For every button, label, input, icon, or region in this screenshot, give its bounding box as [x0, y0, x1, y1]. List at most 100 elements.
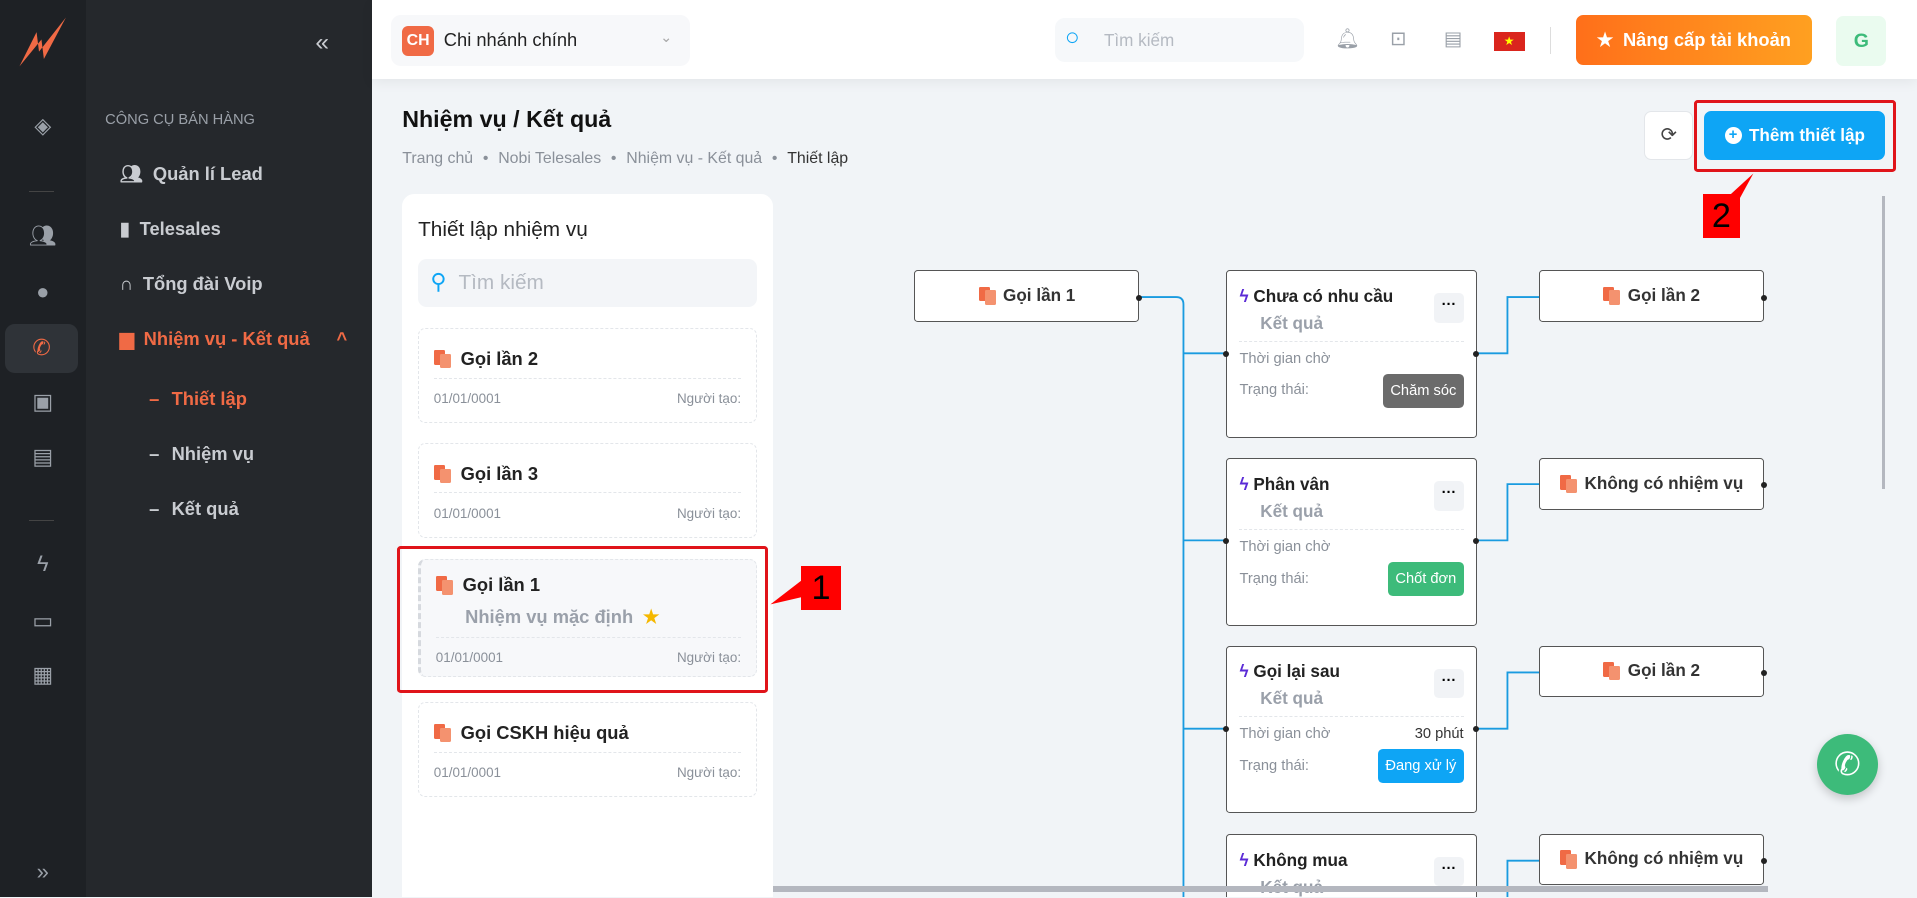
- card-subtitle: Nhiệm vụ mặc định: [465, 606, 634, 628]
- card-creator: Người tạo:: [676, 505, 742, 521]
- bolt-icon: ϟ: [1239, 850, 1249, 870]
- status-label: Trạng thái:: [1239, 570, 1309, 587]
- chat-icon[interactable]: ●: [36, 279, 50, 305]
- breadcrumb: Trang chủ • Nobi Telesales • Nhiệm vụ - Kế…: [402, 150, 849, 168]
- document-icon: [433, 464, 451, 484]
- phone-icon: ✆: [1834, 745, 1861, 782]
- divider: [29, 519, 54, 521]
- vietnam-flag-icon[interactable]: ★: [1493, 31, 1525, 52]
- news-icon[interactable]: ▤: [1443, 27, 1463, 50]
- document-icon: [1603, 286, 1621, 306]
- wait-value: 30 phút: [1414, 725, 1464, 742]
- result-node[interactable]: ϟ Phân vân Kết quả ··· Thời gian chờ Trạn…: [1226, 458, 1477, 626]
- upgrade-button[interactable]: ★ Nâng cấp tài khoản: [1575, 14, 1812, 65]
- plus-circle-icon: +: [1724, 127, 1742, 145]
- call-fab[interactable]: ✆: [1816, 733, 1878, 795]
- bell-icon[interactable]: 🔔︎: [1335, 27, 1360, 50]
- annotation-label-2: 2: [1703, 194, 1740, 239]
- result-node[interactable]: ϟ Chưa có nhu cầu Kết quả ··· Thời gian c…: [1226, 270, 1477, 438]
- task-card[interactable]: Gọi lần 3 01/01/0001 Người tạo:: [418, 442, 757, 538]
- sidebar-item-telesales[interactable]: ▮ Telesales: [120, 218, 221, 240]
- sidebar-item-label: Quản lí Lead: [152, 162, 263, 184]
- branch-badge: CH: [402, 25, 434, 57]
- node-label: Không có nhiệm vụ: [1584, 849, 1744, 869]
- more-icon[interactable]: ···: [1434, 668, 1464, 698]
- target-node[interactable]: Gọi lần 2: [1539, 645, 1765, 697]
- card-creator: Người tạo:: [676, 650, 742, 666]
- search-placeholder: Tìm kiếm: [458, 271, 544, 295]
- breadcrumb-item[interactable]: Nobi Telesales: [498, 150, 602, 168]
- target-node[interactable]: Gọi lần 2: [1539, 270, 1765, 322]
- panel-search-input[interactable]: ⚲ Tìm kiếm: [418, 259, 757, 307]
- branch-name: Chi nhánh chính: [443, 29, 578, 51]
- sidebar-item-tasks[interactable]: ▆ Nhiệm vụ - Kết quả ^: [120, 328, 347, 350]
- status-badge: Chốt đơn: [1388, 562, 1464, 597]
- task-card[interactable]: Gọi lần 2 01/01/0001 Người tạo:: [418, 327, 757, 423]
- target-node[interactable]: Không có nhiệm vụ: [1539, 833, 1765, 886]
- add-setup-button[interactable]: + Thêm thiết lập: [1704, 111, 1886, 161]
- task-card-selected[interactable]: Gọi lần 1 Nhiệm vụ mặc định ★ 01/01/0001 …: [418, 558, 757, 678]
- annotation-box-2: [1694, 100, 1897, 173]
- team-icon[interactable]: 👥︎: [28, 223, 57, 249]
- sidebar-subitem-results[interactable]: – Kết quả: [149, 497, 239, 519]
- money-icon[interactable]: ▣: [32, 389, 54, 415]
- breadcrumb-item: Thiết lập: [787, 150, 849, 168]
- subitem-label: Thiết lập: [171, 387, 247, 409]
- document-icon: [1560, 474, 1578, 494]
- collapse-icon[interactable]: «: [315, 29, 330, 57]
- result-node[interactable]: ϟ Gọi lại sau Kết quả ··· Thời gian chờ 3…: [1226, 645, 1477, 813]
- flow-root-node[interactable]: Gọi lần 1: [914, 270, 1140, 322]
- card-name: Gọi CSKH hiệu quả: [460, 722, 629, 744]
- document-icon: [1560, 850, 1578, 869]
- automation-icon[interactable]: ϟ: [36, 550, 49, 576]
- page-title: Nhiệm vụ / Kết quả: [402, 106, 612, 133]
- expand-icon[interactable]: »: [36, 858, 49, 884]
- wait-label: Thời gian chờ: [1239, 538, 1331, 555]
- more-icon[interactable]: ···: [1434, 856, 1464, 887]
- card-creator: Người tạo:: [676, 390, 742, 406]
- status-badge: Đang xử lý: [1378, 749, 1464, 784]
- document-icon: [1603, 662, 1621, 681]
- sidebar-subitem-tasks[interactable]: – Nhiệm vụ: [149, 442, 255, 464]
- card-name: Gọi lần 1: [462, 574, 541, 596]
- status-label: Trạng thái:: [1239, 382, 1309, 399]
- task-card[interactable]: Gọi CSKH hiệu quả 01/01/0001 Người tạo:: [418, 701, 757, 798]
- result-name: Gọi lại sau: [1253, 662, 1340, 682]
- card-date: 01/01/0001: [433, 765, 502, 781]
- branch-selector[interactable]: CH Chi nhánh chính ⌄: [391, 14, 690, 66]
- horizontal-scrollbar[interactable]: [772, 886, 1768, 893]
- archive-icon[interactable]: ▭: [32, 608, 54, 634]
- refresh-button[interactable]: ⟳: [1644, 111, 1694, 161]
- search-box[interactable]: ○ Tìm kiếm: [1055, 18, 1305, 63]
- sidebar-item-label: Telesales: [139, 217, 221, 239]
- layers-icon[interactable]: ◈: [34, 113, 52, 139]
- presentation-icon[interactable]: ⊡: [1390, 27, 1407, 50]
- node-label: Gọi lần 1: [1003, 285, 1076, 305]
- target-node[interactable]: Không có nhiệm vụ: [1539, 458, 1765, 510]
- subitem-label: Kết quả: [171, 497, 239, 519]
- divider: [29, 190, 54, 192]
- document-icon: [435, 576, 453, 595]
- sidebar-item-voip[interactable]: ∩ Tổng đài Voip: [120, 273, 263, 295]
- avatar[interactable]: G: [1836, 15, 1887, 67]
- top-header: CH Chi nhánh chính ⌄ ○ Tìm kiếm 🔔︎ ⊡ ▤ ★…: [371, 0, 1917, 80]
- result-type: Kết quả: [1260, 313, 1323, 333]
- call-icon[interactable]: ✆: [4, 323, 79, 373]
- annotation-pointer-2: [1723, 173, 1754, 201]
- more-icon[interactable]: ···: [1434, 481, 1464, 511]
- more-icon[interactable]: ···: [1434, 293, 1464, 323]
- search-icon: ○: [1064, 24, 1080, 52]
- vertical-scrollbar[interactable]: [1881, 195, 1886, 490]
- apps-icon[interactable]: ▦: [32, 661, 54, 687]
- result-type: Kết quả: [1260, 502, 1323, 522]
- search-icon: ⚲: [430, 268, 447, 294]
- upgrade-label: Nâng cấp tài khoản: [1622, 28, 1791, 50]
- sidebar-subitem-setup[interactable]: – Thiết lập: [149, 387, 247, 409]
- calendar-icon: ▆: [119, 327, 134, 349]
- breadcrumb-item[interactable]: Trang chủ: [402, 150, 474, 168]
- breadcrumb-item[interactable]: Nhiệm vụ - Kết quả: [626, 150, 763, 168]
- sidebar-item-lead[interactable]: 👥︎ Quản lí Lead: [120, 163, 263, 185]
- document-icon[interactable]: ▤: [32, 444, 54, 470]
- card-name: Gọi lần 3: [460, 463, 539, 485]
